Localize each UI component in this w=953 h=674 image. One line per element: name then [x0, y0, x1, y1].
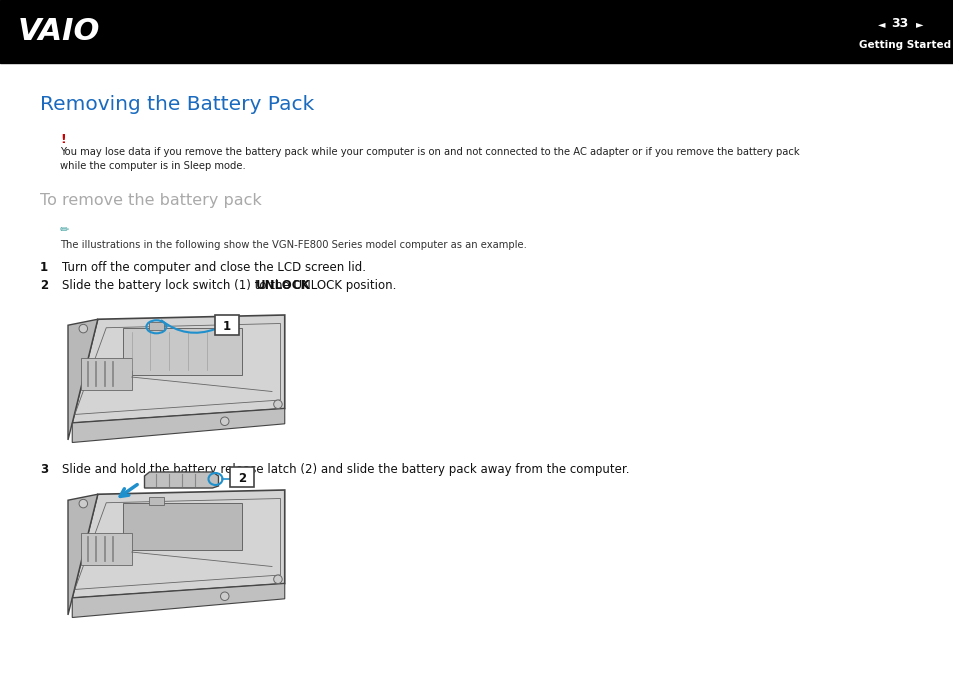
- Polygon shape: [144, 472, 218, 488]
- Bar: [123, 503, 242, 549]
- Text: The illustrations in the following show the VGN-FE800 Series model computer as a: The illustrations in the following show …: [60, 240, 526, 250]
- Circle shape: [274, 400, 282, 408]
- Polygon shape: [68, 319, 97, 440]
- Text: 1: 1: [40, 261, 48, 274]
- Text: Slide the battery lock switch (1) to the UNLOCK position.: Slide the battery lock switch (1) to the…: [62, 279, 395, 292]
- Text: ◄: ◄: [878, 19, 884, 29]
- Polygon shape: [72, 584, 284, 617]
- FancyBboxPatch shape: [231, 467, 254, 487]
- Text: 33: 33: [890, 18, 907, 30]
- Bar: [149, 321, 164, 330]
- Circle shape: [79, 499, 88, 508]
- Text: Removing the Battery Pack: Removing the Battery Pack: [40, 95, 314, 114]
- Bar: [0, 0, 953, 63]
- Text: ✏: ✏: [60, 225, 70, 235]
- Polygon shape: [68, 494, 97, 615]
- Bar: [149, 497, 164, 506]
- Text: 1: 1: [223, 321, 231, 334]
- Text: Getting Started: Getting Started: [858, 40, 950, 51]
- Text: Turn off the computer and close the LCD screen lid.: Turn off the computer and close the LCD …: [62, 261, 366, 274]
- Bar: [123, 328, 242, 375]
- FancyBboxPatch shape: [214, 315, 239, 335]
- Circle shape: [79, 324, 88, 333]
- Text: To remove the battery pack: To remove the battery pack: [40, 193, 261, 208]
- Bar: [81, 532, 132, 565]
- Text: !: !: [60, 133, 66, 146]
- Polygon shape: [72, 315, 284, 423]
- Text: VAIO: VAIO: [18, 17, 100, 46]
- Polygon shape: [72, 408, 284, 443]
- Text: 2: 2: [238, 472, 246, 485]
- Bar: [81, 357, 132, 390]
- Circle shape: [274, 575, 282, 584]
- Text: You may lose data if you remove the battery pack while your computer is on and n: You may lose data if you remove the batt…: [60, 147, 799, 171]
- Polygon shape: [72, 490, 284, 598]
- Text: 3: 3: [40, 463, 48, 476]
- Circle shape: [220, 592, 229, 601]
- Circle shape: [220, 417, 229, 425]
- Text: ►: ►: [915, 19, 923, 29]
- Text: 2: 2: [40, 279, 48, 292]
- Text: Slide and hold the battery release latch (2) and slide the battery pack away fro: Slide and hold the battery release latch…: [62, 463, 629, 476]
- Text: UNLOCK: UNLOCK: [255, 279, 310, 292]
